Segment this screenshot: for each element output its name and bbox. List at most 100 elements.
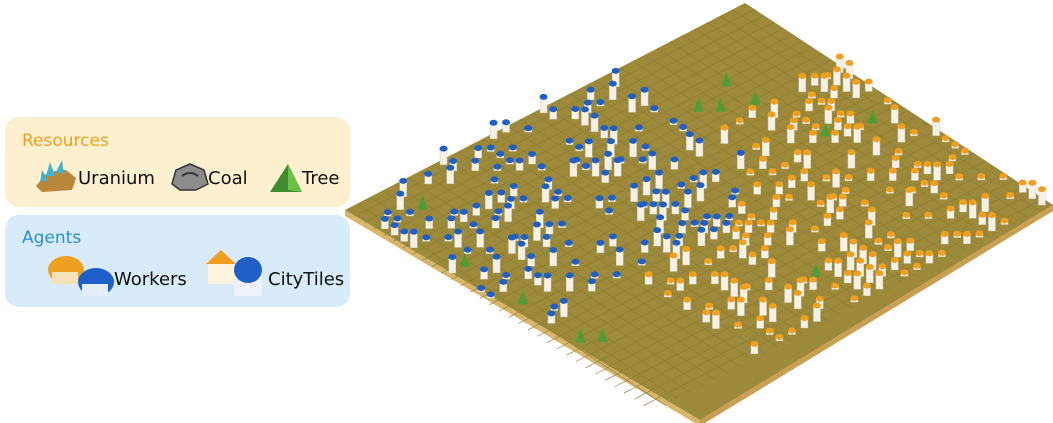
unit-cap xyxy=(711,168,720,175)
unit-cap xyxy=(606,138,615,145)
unit-cap xyxy=(886,231,895,238)
unit-cap xyxy=(581,163,590,170)
unit-cap xyxy=(913,160,922,167)
unit-cap xyxy=(533,272,542,279)
unit-cap xyxy=(490,176,499,183)
tree xyxy=(820,122,831,137)
unit-cap xyxy=(781,161,790,168)
unit-cap xyxy=(937,249,946,256)
unit-cap xyxy=(836,110,845,117)
unit-cap xyxy=(586,86,595,93)
unit-cap xyxy=(629,137,638,144)
unit-cap xyxy=(596,239,605,246)
unit-cap xyxy=(800,168,809,175)
unit-cap xyxy=(676,277,685,284)
unit-cap xyxy=(640,239,649,246)
unit-cap xyxy=(831,129,840,136)
unit-cap xyxy=(977,172,986,179)
unit-cap xyxy=(847,149,856,156)
unit-cap xyxy=(608,233,617,240)
grid-line xyxy=(357,203,666,406)
unit-cap xyxy=(543,272,552,279)
tree xyxy=(575,328,586,343)
unit-cap xyxy=(424,170,433,177)
unit-cap xyxy=(630,182,639,189)
unit-cap xyxy=(471,157,480,164)
unit-cap xyxy=(775,181,784,188)
tree xyxy=(417,195,428,210)
unit-cap xyxy=(725,213,734,220)
citytiles-label: CityTiles xyxy=(268,269,344,290)
unit-cap xyxy=(640,86,649,93)
workers-label: Workers xyxy=(114,269,187,290)
unit-cap xyxy=(758,155,767,162)
unit-cap xyxy=(807,91,816,98)
unit-cap xyxy=(469,221,478,228)
unit-cap xyxy=(690,219,699,226)
unit-cap xyxy=(524,125,533,132)
unit-cap xyxy=(502,119,511,126)
unit-cap xyxy=(815,295,824,302)
unit-cap xyxy=(978,211,987,218)
unit-cap xyxy=(793,289,802,296)
unit-cap xyxy=(544,176,553,183)
unit-cap xyxy=(728,194,737,201)
unit-cap xyxy=(920,179,929,186)
unit-cap xyxy=(710,270,719,277)
unit-cap xyxy=(672,239,681,246)
unit-cap xyxy=(766,219,775,226)
unit-cap xyxy=(641,143,650,150)
unit-cap xyxy=(737,200,746,207)
unit-cap xyxy=(875,270,884,277)
unit-cap xyxy=(683,296,692,303)
unit-cap xyxy=(846,110,855,117)
unit-cap xyxy=(571,106,580,113)
unit-cap xyxy=(878,263,887,270)
unit-cap xyxy=(890,256,899,263)
unit-cap xyxy=(785,226,794,233)
unit-cap xyxy=(736,296,745,303)
unit-cap xyxy=(752,142,761,149)
unit-cap xyxy=(960,147,969,154)
unit-cap xyxy=(739,283,748,290)
unit-cap xyxy=(810,72,819,79)
unit-cap xyxy=(905,187,914,194)
unit-cap xyxy=(422,234,431,241)
unit-cap xyxy=(764,276,773,283)
resources-panel xyxy=(5,117,350,207)
unit-cap xyxy=(537,163,546,170)
unit-cap xyxy=(520,234,529,241)
unit-cap xyxy=(761,136,770,143)
unit-cap xyxy=(499,278,508,285)
grid-line xyxy=(544,106,854,309)
unit-cap xyxy=(496,150,505,157)
unit-cap xyxy=(604,150,613,157)
unit-cap xyxy=(768,168,777,175)
unit-cap xyxy=(505,157,514,164)
unit-cap xyxy=(784,283,793,290)
unit-cap xyxy=(865,263,874,270)
unit-cap xyxy=(838,193,847,200)
unit-cap xyxy=(696,182,705,189)
unit-cap xyxy=(575,143,584,150)
unit-cap xyxy=(767,111,776,118)
unit-cap xyxy=(810,225,819,232)
unit-cap xyxy=(688,271,697,278)
unit-cap xyxy=(720,271,729,278)
unit-cap xyxy=(729,244,738,251)
unit-cap xyxy=(734,219,743,226)
tree xyxy=(867,109,878,124)
unit-cap xyxy=(930,180,939,187)
unit-cap xyxy=(727,296,736,303)
unit-cap xyxy=(792,110,801,117)
unit-cap xyxy=(849,238,858,245)
unit-cap xyxy=(399,177,408,184)
unit-cap xyxy=(923,160,932,167)
unit-cap xyxy=(396,190,405,197)
unit-cap xyxy=(504,202,513,209)
tree-label: Tree xyxy=(301,168,340,189)
unit-cap xyxy=(763,232,772,239)
unit-cap xyxy=(383,209,392,216)
unit-cap xyxy=(894,148,903,155)
unit-cap xyxy=(915,249,924,256)
